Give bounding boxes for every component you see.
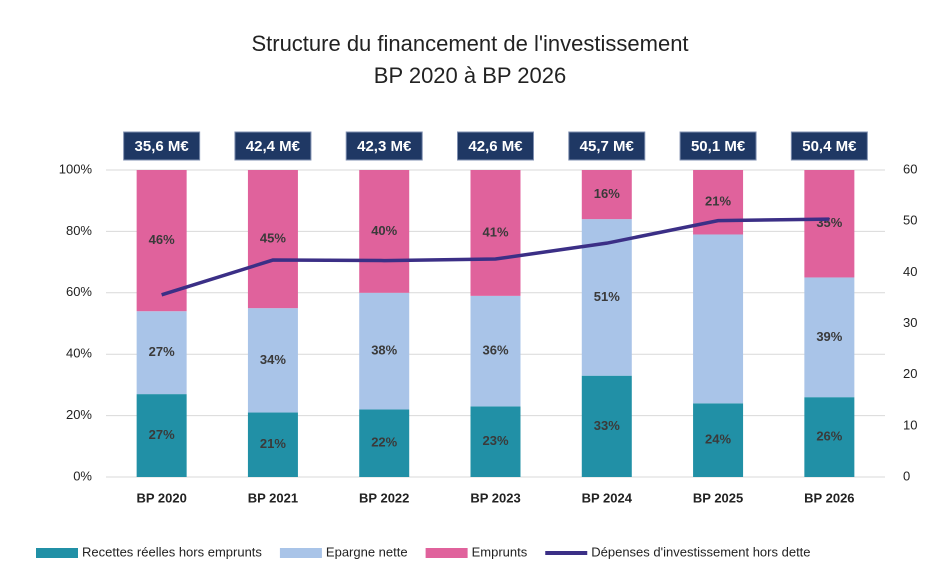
legend-label: Recettes réelles hors emprunts: [82, 544, 262, 559]
legend-swatch: [279, 548, 322, 558]
legend-label: Epargne nette: [326, 544, 408, 559]
bar-segment: [359, 292, 410, 410]
bar-segment: [136, 170, 187, 312]
label-box: [568, 131, 646, 161]
x-tick-label: BP 2020: [136, 490, 186, 505]
data-label: 39%: [816, 329, 842, 344]
data-label: 16%: [594, 186, 620, 201]
y2-tick-label: 50: [903, 213, 917, 228]
line-label: 42,3 M€: [357, 138, 412, 155]
data-label: 34%: [260, 352, 286, 367]
data-label: 51%: [594, 289, 620, 304]
legend-swatch: [425, 548, 468, 558]
data-label: 38%: [371, 343, 397, 358]
bar-segment: [247, 412, 298, 477]
data-label: 21%: [705, 194, 731, 209]
y2-tick-label: 20: [903, 366, 917, 381]
x-tick-label: BP 2023: [470, 490, 520, 505]
label-box: [679, 131, 757, 161]
data-label: 36%: [482, 343, 508, 358]
chart-subtitle: BP 2020 à BP 2026: [374, 63, 566, 88]
label-box: [234, 131, 312, 161]
y2-tick-label: 30: [903, 315, 917, 330]
bar-segment: [359, 409, 410, 477]
data-label: 27%: [149, 427, 175, 442]
x-tick-label: BP 2021: [248, 490, 298, 505]
data-label: 26%: [816, 429, 842, 444]
y-tick-label: 80%: [66, 223, 92, 238]
data-label: 35%: [816, 215, 842, 230]
y2-tick-label: 10: [903, 417, 917, 432]
data-label: 40%: [371, 223, 397, 238]
bar-segment: [470, 406, 521, 477]
label-box: [123, 131, 201, 161]
legend-label: Dépenses d'investissement hors dette: [591, 544, 810, 559]
x-tick-label: BP 2024: [582, 490, 633, 505]
data-label: 33%: [594, 418, 620, 433]
bar-segment: [693, 403, 744, 477]
line-label: 50,1 M€: [691, 138, 746, 155]
y2-tick-label: 0: [903, 468, 910, 483]
y-tick-label: 100%: [59, 161, 93, 176]
line-label: 42,4 M€: [246, 138, 301, 155]
data-label: 24%: [705, 432, 731, 447]
line-label: 42,6 M€: [468, 138, 523, 155]
bar-segment: [804, 397, 855, 477]
line-label: 50,4 M€: [802, 138, 857, 155]
bar-segment: [581, 375, 632, 477]
x-tick-label: BP 2022: [359, 490, 409, 505]
label-box: [457, 131, 534, 161]
bar-segment: [359, 170, 410, 293]
y2-tick-label: 40: [903, 264, 917, 279]
data-label: 22%: [371, 435, 397, 450]
bar-segment: [136, 311, 187, 395]
y-tick-label: 60%: [66, 284, 92, 299]
label-box: [345, 131, 423, 161]
legend-swatch: [36, 548, 78, 558]
bar-segment: [693, 234, 744, 404]
y-tick-label: 0%: [73, 468, 92, 483]
y-tick-label: 20%: [66, 407, 92, 422]
data-label: 45%: [260, 231, 286, 246]
y-tick-label: 40%: [66, 346, 92, 361]
bar-segment: [247, 308, 298, 413]
bar-segment: [136, 394, 187, 477]
bar-segment: [581, 170, 632, 220]
bar-segment: [247, 170, 298, 309]
chart-title: Structure du financement de l'investisse…: [251, 31, 688, 56]
x-tick-label: BP 2025: [693, 490, 743, 505]
bar-segment: [470, 295, 521, 407]
line: [161, 217, 830, 297]
data-label: 41%: [482, 224, 508, 239]
line-label: 35,6 M€: [135, 138, 190, 155]
bar-segment: [470, 170, 521, 296]
label-box: [790, 131, 868, 161]
x-tick-label: BP 2026: [804, 490, 854, 505]
bar-segment: [804, 277, 855, 398]
line-label: 45,7 M€: [580, 138, 635, 155]
y2-tick-label: 60: [903, 161, 917, 176]
bar-segment: [804, 170, 855, 278]
data-label: 46%: [149, 232, 175, 247]
data-label: 27%: [149, 344, 175, 359]
data-label: 21%: [260, 436, 286, 451]
legend-label: Emprunts: [472, 544, 528, 559]
data-label: 23%: [482, 433, 508, 448]
